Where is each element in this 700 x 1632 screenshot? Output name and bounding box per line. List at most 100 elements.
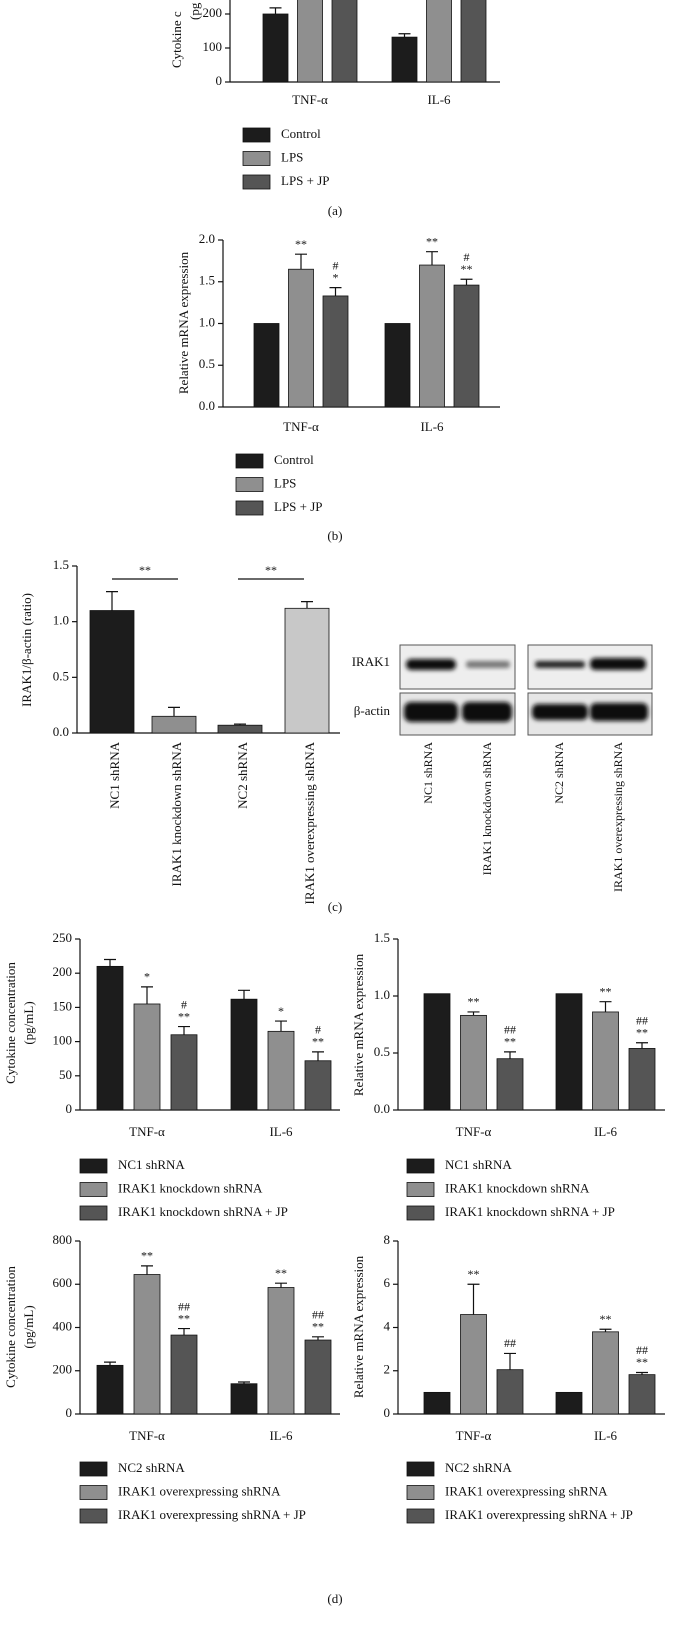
- y-tick-label: 4: [384, 1318, 391, 1333]
- y-axis-label: Relative mRNA expression: [176, 251, 191, 394]
- bar: [426, 0, 452, 83]
- bar: [496, 1058, 524, 1111]
- significance-mark: *: [278, 1004, 284, 1018]
- error-bar: [106, 591, 118, 611]
- y-tick-label: 0: [66, 1405, 73, 1420]
- significance-mark: **: [178, 1009, 190, 1023]
- y-tick-label: 0.0: [374, 1101, 390, 1116]
- legend-label: IRAK1 overexpressing shRNA + JP: [118, 1507, 306, 1522]
- y-axis-label: Cytokine concentration: [3, 962, 18, 1084]
- blot-lane-label: IRAK1 overexpressing shRNA: [611, 742, 625, 892]
- bar: [284, 607, 330, 734]
- significance-mark: ##: [504, 1336, 516, 1350]
- legend-label: Control: [281, 126, 321, 141]
- x-tick-label: TNF-α: [292, 92, 328, 107]
- legend-swatch: [406, 1158, 435, 1174]
- y-axis-label: (pg/mL): [21, 1305, 36, 1348]
- legend-swatch: [79, 1205, 108, 1221]
- legend-label: IRAK1 knockdown shRNA + JP: [445, 1204, 615, 1219]
- significance-mark: #: [181, 997, 187, 1011]
- legend-label: NC2 shRNA: [445, 1460, 512, 1475]
- blot-lane-label: NC1 shRNA: [421, 742, 435, 804]
- blot-lane-label: IRAK1 knockdown shRNA: [480, 742, 494, 876]
- error-bar: [275, 1282, 287, 1288]
- significance-mark: **: [468, 995, 480, 1009]
- bar: [555, 993, 583, 1111]
- significance-mark: **: [636, 1025, 648, 1039]
- error-bar: [238, 989, 250, 1000]
- bar: [460, 1314, 487, 1415]
- x-tick-label: NC1 shRNA: [107, 741, 122, 808]
- legend-swatch: [406, 1485, 435, 1500]
- bar: [304, 1060, 332, 1111]
- y-tick-label: 8: [384, 1232, 391, 1247]
- error-bar: [104, 1361, 116, 1366]
- band: [535, 661, 585, 668]
- bar: [331, 0, 358, 83]
- legend-swatch: [242, 151, 271, 166]
- x-tick-label: TNF-α: [456, 1124, 492, 1139]
- bar: [96, 1364, 124, 1415]
- y-tick-label: 0.0: [199, 398, 215, 413]
- y-tick-label: 50: [59, 1067, 72, 1082]
- y-tick-label: 2: [384, 1362, 391, 1377]
- bar: [628, 1048, 656, 1111]
- significance-mark: **: [312, 1320, 324, 1334]
- legend-swatch: [235, 500, 264, 516]
- band: [532, 704, 588, 720]
- legend-swatch: [79, 1158, 108, 1174]
- y-tick-label: 0.5: [53, 668, 69, 683]
- significance-mark: **: [275, 1266, 287, 1280]
- legend-label: IRAK1 overexpressing shRNA: [118, 1483, 281, 1498]
- significance-mark: **: [426, 234, 438, 248]
- legend-label: LPS + JP: [281, 173, 330, 188]
- error-bar: [178, 1025, 190, 1035]
- error-bar: [599, 1328, 612, 1332]
- x-tick-label: IL-6: [594, 1428, 618, 1443]
- x-tick-label: IL-6: [420, 419, 444, 434]
- significance-mark: **: [600, 984, 612, 998]
- legend-swatch: [242, 174, 271, 190]
- y-axis-label: (pg: [187, 2, 202, 20]
- y-tick-label: 0.5: [374, 1044, 390, 1059]
- significance-mark: **: [504, 1035, 516, 1049]
- error-bar: [141, 1265, 153, 1275]
- band: [466, 661, 510, 668]
- error-bar: [504, 1051, 516, 1059]
- legend-label: LPS: [274, 475, 296, 490]
- bar: [592, 1331, 619, 1415]
- y-tick-label: 100: [203, 39, 223, 54]
- x-tick-label: TNF-α: [456, 1428, 492, 1443]
- significance-mark: **: [636, 1355, 648, 1369]
- bar: [384, 323, 411, 408]
- significance-mark: ##: [636, 1343, 648, 1357]
- bar: [230, 998, 258, 1111]
- error-bar: [636, 1042, 648, 1049]
- error-bar: [636, 1371, 648, 1375]
- error-bar: [269, 7, 282, 14]
- significance-mark: **: [295, 237, 307, 251]
- bar: [592, 1011, 619, 1111]
- legend-swatch: [235, 453, 264, 469]
- bar: [170, 1334, 198, 1415]
- y-axis-label: Relative mRNA expression: [351, 953, 366, 1096]
- significance-mark: ##: [312, 1308, 324, 1322]
- bar: [419, 264, 445, 408]
- legend-label: LPS + JP: [274, 499, 323, 514]
- bar: [304, 1339, 332, 1415]
- band: [404, 702, 458, 722]
- legend-swatch: [242, 127, 271, 143]
- x-tick-label: TNF-α: [129, 1124, 165, 1139]
- x-tick-label: IL-6: [594, 1124, 618, 1139]
- error-bar: [312, 1051, 324, 1061]
- y-axis-label: Cytokine c: [169, 11, 184, 68]
- error-bar: [426, 251, 438, 266]
- band: [590, 658, 646, 670]
- significance-mark: ##: [504, 1023, 516, 1037]
- significance-mark: *: [333, 270, 339, 284]
- legend-swatch: [406, 1182, 435, 1197]
- error-bar: [467, 1011, 480, 1016]
- significance-mark: *: [144, 970, 150, 984]
- y-tick-label: 150: [53, 998, 73, 1013]
